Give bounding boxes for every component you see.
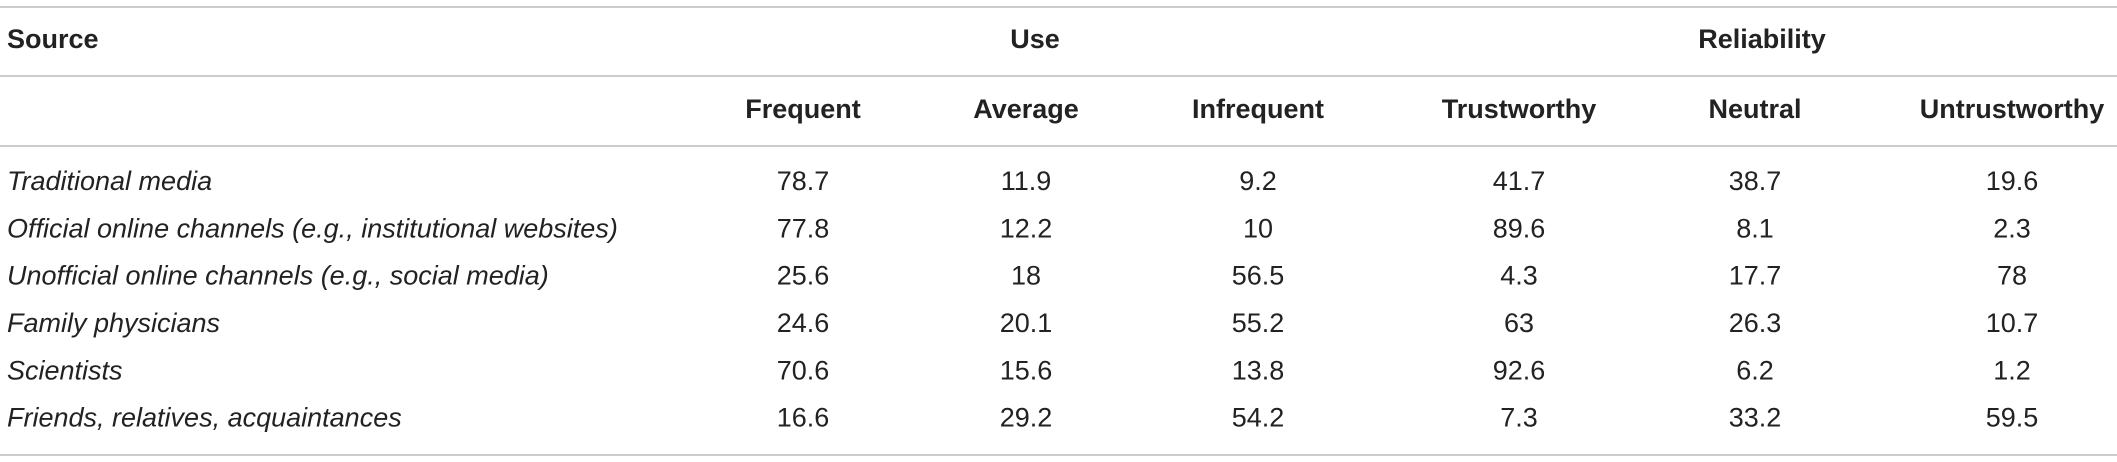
- cell: 63: [1504, 308, 1534, 338]
- cell: 41.7: [1493, 166, 1546, 196]
- cell: 77.8: [777, 213, 830, 243]
- cell: 24.6: [777, 308, 830, 338]
- row-label: Family physicians: [7, 308, 220, 338]
- cell: 12.2: [1000, 213, 1053, 243]
- cell: 54.2: [1232, 403, 1285, 433]
- column-header: Untrustworthy: [1920, 94, 2105, 124]
- column-header: Frequent: [745, 94, 861, 124]
- cell: 6.2: [1736, 355, 1774, 385]
- column-header: Infrequent: [1192, 94, 1324, 124]
- cell: 78.7: [777, 166, 830, 196]
- cell: 38.7: [1729, 166, 1782, 196]
- row-label: Traditional media: [7, 166, 212, 196]
- cell: 2.3: [1993, 213, 2031, 243]
- cell: 29.2: [1000, 403, 1053, 433]
- cell: 11.9: [1001, 166, 1052, 196]
- column-header: Average: [973, 94, 1079, 124]
- cell: 16.6: [777, 403, 830, 433]
- cell: 70.6: [777, 355, 830, 385]
- cell: 13.8: [1232, 355, 1285, 385]
- cell: 20.1: [1000, 308, 1053, 338]
- column-header: Trustworthy: [1442, 94, 1597, 124]
- cell: 1.2: [1993, 355, 2031, 385]
- cell: 56.5: [1232, 261, 1285, 291]
- group-header: Use: [1010, 24, 1060, 54]
- cell: 19.6: [1986, 166, 2039, 196]
- row-label: Scientists: [7, 355, 123, 385]
- column-header: Neutral: [1708, 94, 1801, 124]
- cell: 17.7: [1729, 261, 1782, 291]
- header-source: Source: [7, 24, 99, 54]
- cell: 55.2: [1232, 308, 1285, 338]
- cell: 26.3: [1729, 308, 1782, 338]
- group-header: Reliability: [1698, 24, 1826, 54]
- cell: 4.3: [1500, 261, 1538, 291]
- cell: 8.1: [1736, 213, 1774, 243]
- cell: 25.6: [777, 261, 830, 291]
- cell: 33.2: [1729, 403, 1782, 433]
- row-label: Unofficial online channels (e.g., social…: [7, 261, 549, 291]
- cell: 10.7: [1986, 308, 2039, 338]
- row-label: Friends, relatives, acquaintances: [7, 403, 402, 433]
- cell: 10: [1243, 213, 1273, 243]
- cell: 15.6: [1000, 355, 1053, 385]
- cell: 18: [1011, 261, 1041, 291]
- cell: 59.5: [1986, 403, 2039, 433]
- cell: 9.2: [1239, 166, 1277, 196]
- cell: 92.6: [1493, 355, 1546, 385]
- row-label: Official online channels (e.g., institut…: [7, 213, 618, 243]
- cell: 7.3: [1500, 403, 1538, 433]
- cell: 89.6: [1493, 213, 1546, 243]
- cell: 78: [1997, 261, 2027, 291]
